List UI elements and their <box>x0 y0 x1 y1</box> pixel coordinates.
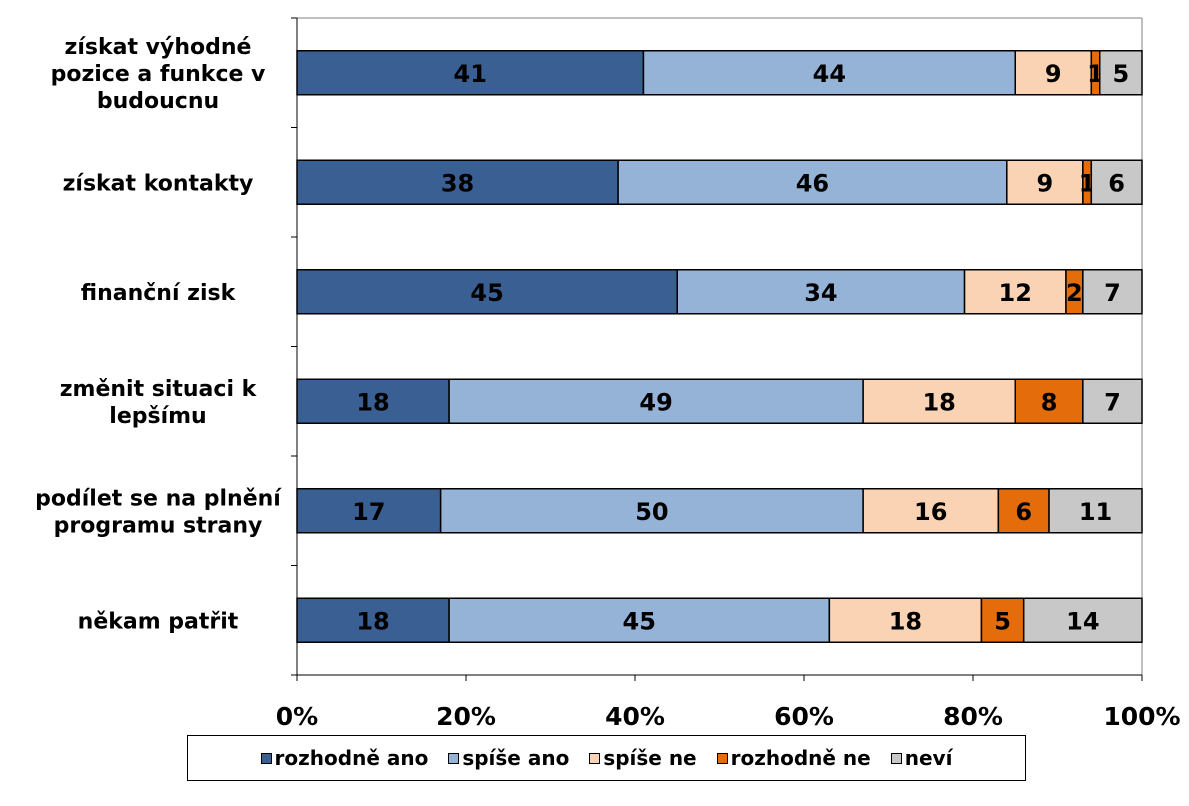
bar-segment <box>1014 378 1084 424</box>
bar-segment <box>296 597 450 643</box>
category-label: podílet se na plnění programu strany <box>35 486 282 538</box>
data-label: 18 <box>922 388 955 416</box>
bar-segment <box>1082 269 1143 315</box>
legend-item: spíše ne <box>589 746 697 770</box>
legend-swatch <box>260 752 272 764</box>
data-label: 11 <box>1079 498 1112 526</box>
legend-label: rozhodně ano <box>274 746 429 770</box>
data-label: 38 <box>441 169 474 197</box>
bar-segment <box>1082 378 1143 424</box>
x-tick-label: 40% <box>605 702 665 730</box>
x-tick-label: 0% <box>276 702 318 730</box>
legend-swatch <box>448 752 460 764</box>
legend-item: neví <box>890 746 953 770</box>
bar-segment <box>1048 488 1143 534</box>
category-label: někam patřit <box>78 609 239 634</box>
category-label: finanční zisk <box>81 281 237 306</box>
legend-label: spíše ano <box>462 746 570 770</box>
bar-segment <box>448 597 831 643</box>
data-label: 44 <box>813 60 846 88</box>
data-label: 14 <box>1066 607 1099 635</box>
data-label: 46 <box>796 169 829 197</box>
x-tick-label: 20% <box>436 702 496 730</box>
bar-segment <box>997 488 1050 534</box>
bar-segment <box>963 269 1067 315</box>
bar-segment <box>296 378 450 424</box>
bar-segment <box>296 159 619 205</box>
bar-segment <box>1014 50 1093 96</box>
bar-segment <box>1090 159 1143 205</box>
bar-segment <box>617 159 1008 205</box>
data-label: 18 <box>356 607 389 635</box>
data-label: 50 <box>635 498 668 526</box>
category-label: získat kontakty <box>63 171 254 196</box>
data-label: 5 <box>1113 60 1130 88</box>
legend-swatch <box>589 752 601 764</box>
bar-segment <box>676 269 966 315</box>
data-label: 12 <box>999 279 1032 307</box>
bar-segment <box>296 488 442 534</box>
legend-item: spíše ano <box>448 746 569 770</box>
legend-swatch <box>716 752 728 764</box>
data-label: 34 <box>804 279 837 307</box>
bar-segment <box>1006 159 1084 205</box>
data-label: 8 <box>1041 388 1058 416</box>
data-label: 45 <box>470 279 503 307</box>
data-label: 9 <box>1036 169 1053 197</box>
category-label: změnit situaci k lepšímu <box>60 377 258 429</box>
data-label: 41 <box>454 60 487 88</box>
bar-segment <box>828 597 983 643</box>
chart-legend: rozhodně ano spíše ano spíše ne rozhodně ne… <box>187 735 1026 781</box>
legend-label: rozhodně ne <box>730 746 871 770</box>
x-tick-label: 80% <box>943 702 1003 730</box>
x-tick-label: 60% <box>774 702 834 730</box>
bar-segment <box>642 50 1016 96</box>
bar-segment <box>439 488 864 534</box>
bar-segment <box>862 378 1017 424</box>
legend-label: spíše ne <box>603 746 697 770</box>
bar-segment <box>296 269 678 315</box>
data-label: 7 <box>1104 279 1121 307</box>
bar-segment <box>1099 50 1143 96</box>
bar-segment <box>862 488 1000 534</box>
category-label: získat výhodné pozice a funkce v budoucnu <box>51 35 266 114</box>
bar-segment <box>296 50 645 96</box>
legend-swatch <box>890 752 902 764</box>
data-label: 6 <box>1015 498 1032 526</box>
data-label: 5 <box>994 607 1011 635</box>
bar-segment <box>448 378 864 424</box>
data-label: 7 <box>1104 388 1121 416</box>
legend-label: neví <box>904 746 953 770</box>
data-label: 45 <box>623 607 656 635</box>
data-label: 17 <box>352 498 385 526</box>
data-label: 16 <box>914 498 947 526</box>
legend-item: rozhodně ano <box>260 746 429 770</box>
data-label: 18 <box>889 607 922 635</box>
data-label: 9 <box>1045 60 1062 88</box>
bar-segment <box>1022 597 1143 643</box>
data-label: 18 <box>356 388 389 416</box>
legend-item: rozhodně ne <box>716 746 871 770</box>
data-label: 2 <box>1066 279 1083 307</box>
x-tick-label: 100% <box>1103 702 1180 730</box>
data-label: 6 <box>1108 169 1125 197</box>
data-label: 49 <box>639 388 672 416</box>
